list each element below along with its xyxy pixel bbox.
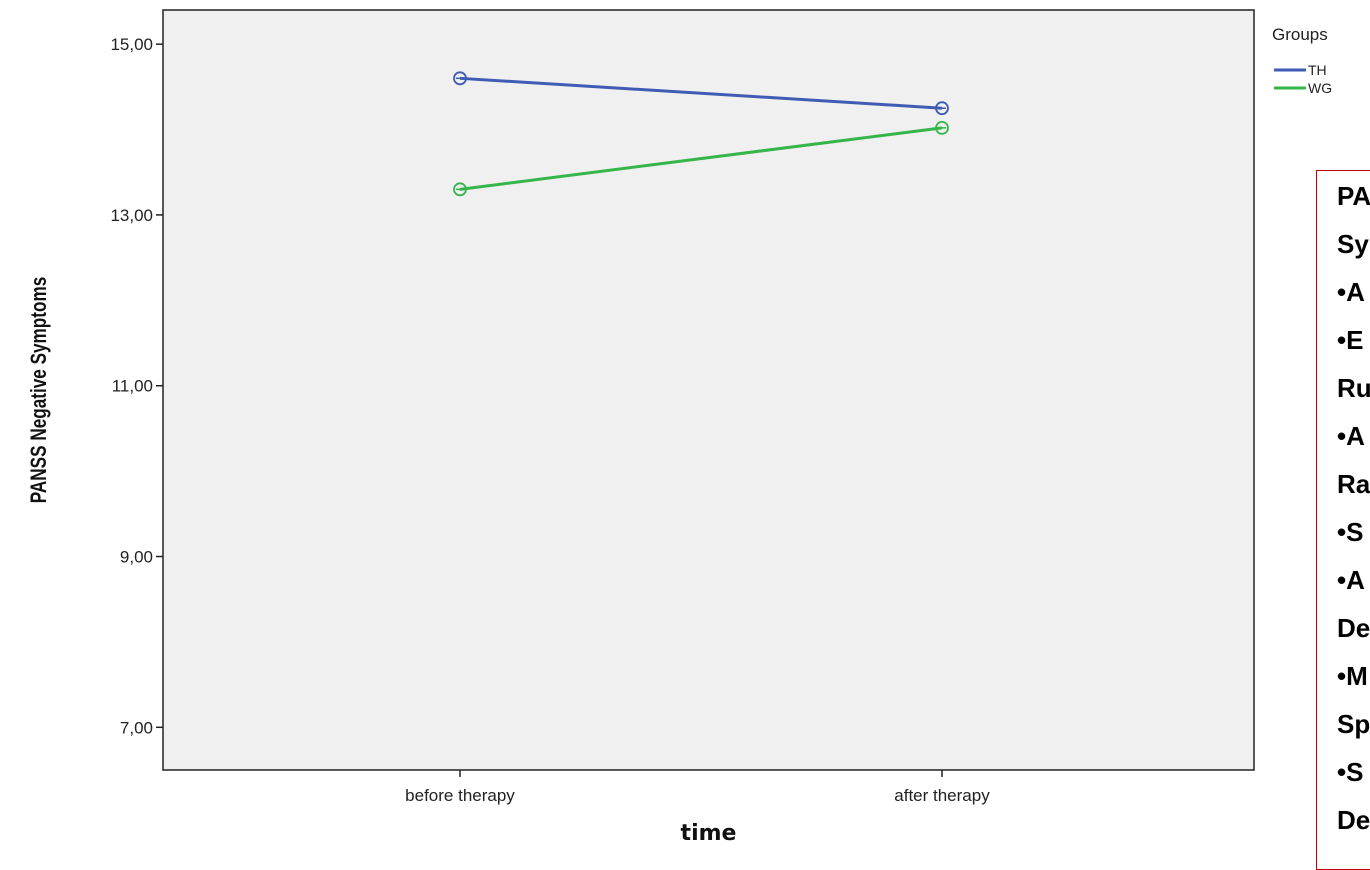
- notes-line: •A: [1337, 421, 1365, 451]
- chart: 7,00 9,00 11,00 13,00 15,00 before therapy af…: [27, 9, 1332, 846]
- data-point-wg: [935, 120, 949, 135]
- notes-line: Sy: [1337, 229, 1369, 259]
- x-tick-label: after therapy: [894, 786, 990, 805]
- notes-box: PA Sy •A •E Ru •A Ra •S •A De •M Sp •S De: [1316, 170, 1370, 870]
- legend-label-wg: WG: [1308, 80, 1332, 96]
- x-axis-title: time: [681, 821, 737, 846]
- notes-line: Sp: [1337, 709, 1370, 739]
- data-point-th: [935, 101, 949, 116]
- notes-line: PA: [1337, 181, 1370, 211]
- legend-label-th: TH: [1308, 62, 1327, 78]
- y-tick-label: 7,00: [120, 718, 153, 737]
- y-tick-label: 9,00: [120, 548, 153, 567]
- notes-line: •E: [1337, 325, 1364, 355]
- notes-line: Ra: [1337, 469, 1370, 499]
- y-axis-title: PANSS Negative Symptoms: [27, 277, 52, 504]
- y-tick-label: 11,00: [112, 377, 153, 396]
- x-tick-label: before therapy: [405, 786, 515, 805]
- notes-line: De: [1337, 805, 1370, 835]
- y-tick-label: 15,00: [110, 35, 153, 54]
- legend: Groups TH WG: [1272, 25, 1332, 96]
- notes-line: Ru: [1337, 373, 1370, 403]
- notes-line: •S: [1337, 517, 1364, 547]
- legend-title: Groups: [1272, 25, 1328, 44]
- series-line-wg: [459, 126, 943, 191]
- plot-area: [162, 9, 1255, 771]
- y-tick-label: 13,00: [110, 206, 153, 225]
- notes-line: De: [1337, 613, 1370, 643]
- notes-line: •S: [1337, 757, 1364, 787]
- notes-line: •A: [1337, 565, 1365, 595]
- data-point-th: [453, 71, 467, 86]
- notes-line: •A: [1337, 277, 1365, 307]
- data-point-wg: [453, 182, 467, 197]
- notes-line: •M: [1337, 661, 1368, 691]
- series-line-th: [459, 76, 943, 110]
